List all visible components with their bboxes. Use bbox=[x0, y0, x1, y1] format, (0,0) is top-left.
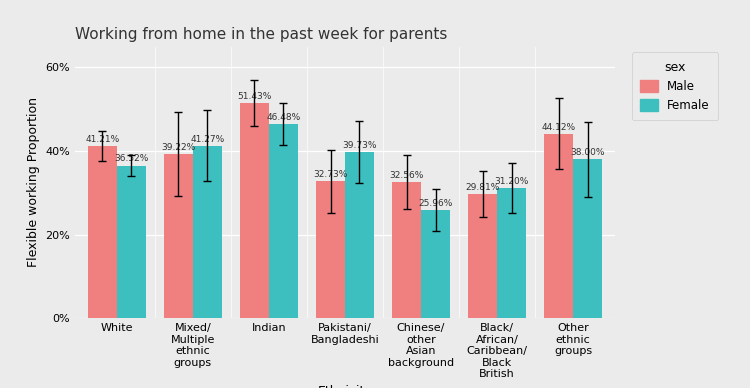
Text: Working from home in the past week for parents: Working from home in the past week for p… bbox=[75, 27, 447, 42]
Text: 44.12%: 44.12% bbox=[542, 123, 576, 132]
Bar bbox=[88, 146, 117, 318]
Bar bbox=[164, 154, 193, 318]
Bar bbox=[421, 210, 450, 318]
Y-axis label: Flexible working Proportion: Flexible working Proportion bbox=[27, 97, 40, 267]
Text: 31.20%: 31.20% bbox=[494, 177, 529, 186]
Bar bbox=[316, 182, 345, 318]
Bar bbox=[573, 159, 602, 318]
Text: 36.52%: 36.52% bbox=[114, 154, 148, 163]
X-axis label: Ethnicity: Ethnicity bbox=[318, 385, 372, 388]
Bar bbox=[269, 124, 298, 318]
Text: 39.73%: 39.73% bbox=[342, 141, 376, 150]
Bar bbox=[497, 188, 526, 318]
Bar bbox=[193, 146, 222, 318]
Text: 25.96%: 25.96% bbox=[419, 199, 453, 208]
Bar bbox=[544, 134, 573, 318]
Bar bbox=[468, 194, 497, 318]
Text: 46.48%: 46.48% bbox=[266, 113, 301, 122]
Text: 32.73%: 32.73% bbox=[314, 170, 348, 179]
Text: 41.21%: 41.21% bbox=[86, 135, 119, 144]
Legend: Male, Female: Male, Female bbox=[632, 52, 718, 120]
Text: 41.27%: 41.27% bbox=[190, 135, 224, 144]
Text: 32.56%: 32.56% bbox=[389, 171, 424, 180]
Text: 39.22%: 39.22% bbox=[161, 143, 196, 152]
Bar bbox=[117, 166, 146, 318]
Text: 38.00%: 38.00% bbox=[570, 148, 604, 157]
Text: 29.81%: 29.81% bbox=[466, 182, 500, 192]
Text: 51.43%: 51.43% bbox=[237, 92, 272, 101]
Bar bbox=[240, 103, 269, 318]
Bar bbox=[345, 152, 374, 318]
Bar bbox=[392, 182, 421, 318]
